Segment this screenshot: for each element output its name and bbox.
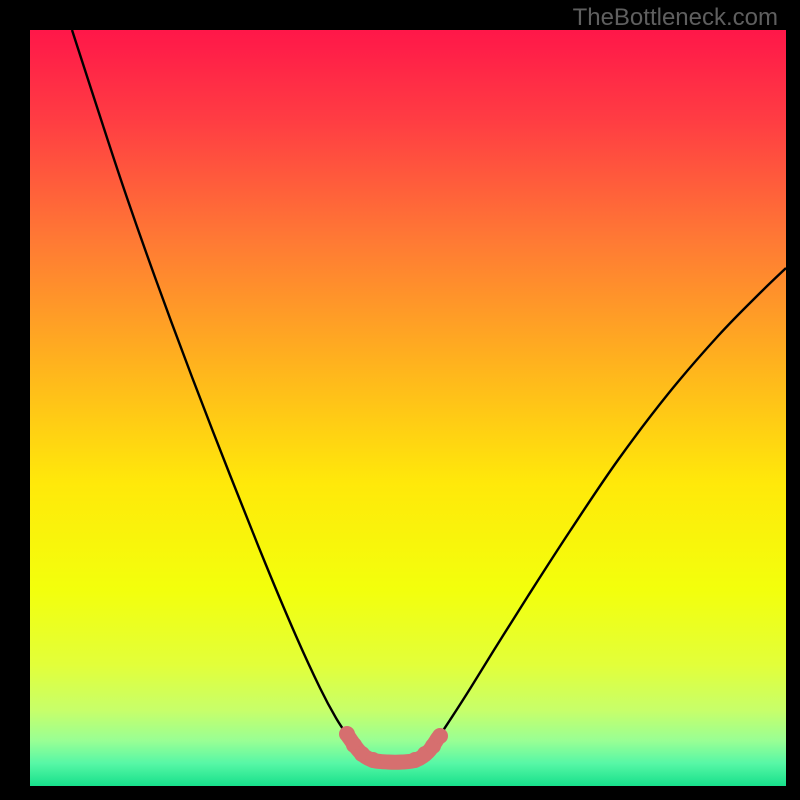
- valley-curve-right: [430, 268, 786, 748]
- valley-curve-left: [72, 30, 358, 748]
- marker-r4: [432, 728, 448, 744]
- curve-layer: [0, 0, 800, 800]
- chart-container: TheBottleneck.com: [0, 0, 800, 800]
- marker-l4: [365, 752, 381, 768]
- watermark-text: TheBottleneck.com: [573, 4, 778, 32]
